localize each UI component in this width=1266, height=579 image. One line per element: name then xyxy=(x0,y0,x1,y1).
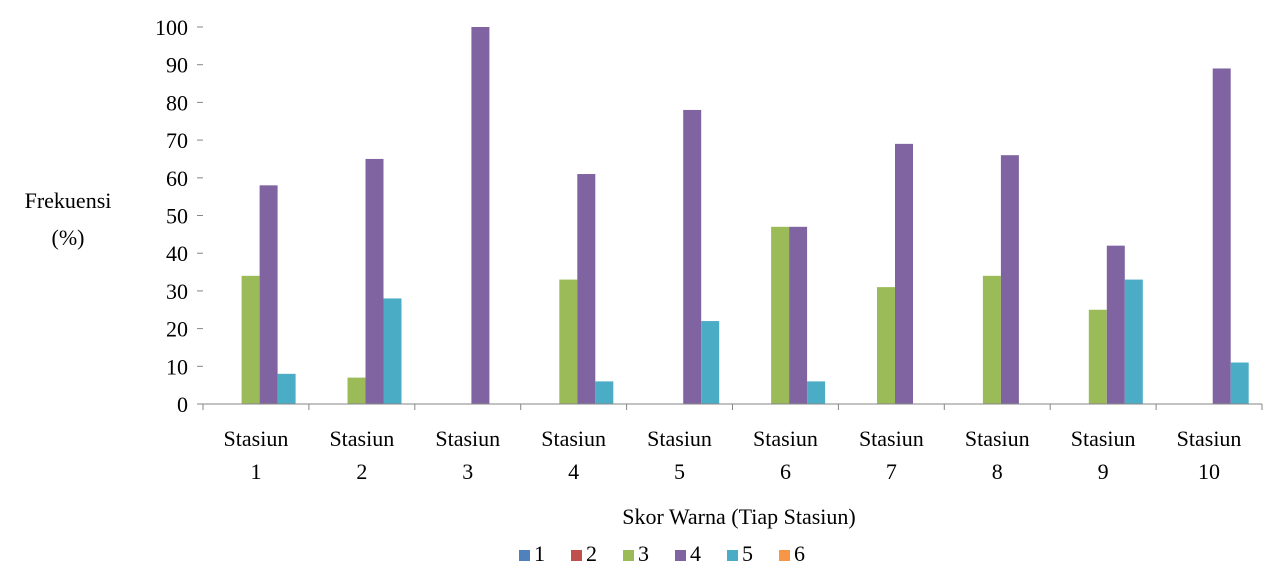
bar-series-5-stasiun-10 xyxy=(1230,362,1249,404)
category-label: 5 xyxy=(674,459,685,484)
category-label: Stasiun xyxy=(224,426,289,451)
category-label: 8 xyxy=(992,459,1003,484)
category-label: 4 xyxy=(568,459,579,484)
legend-label: 2 xyxy=(586,541,597,566)
category-label: Stasiun xyxy=(329,426,394,451)
y-axis-title: Frekuensi (%) xyxy=(25,188,112,250)
bar-series-5-stasiun-4 xyxy=(595,381,614,404)
x-axis-ticks xyxy=(202,404,1263,410)
bar-series-4-stasiun-1 xyxy=(259,185,278,404)
bar-series-4-stasiun-5 xyxy=(683,109,702,404)
legend-label: 6 xyxy=(794,541,805,566)
bar-series-4-stasiun-3 xyxy=(471,27,490,404)
legend-label: 3 xyxy=(638,541,649,566)
bar-series-3-stasiun-6 xyxy=(771,226,790,404)
x-axis-title: Skor Warna (Tiap Stasiun) xyxy=(622,504,856,529)
y-axis-ticks: 0 10 20 30 40 50 60 70 80 90 100 xyxy=(155,15,203,417)
category-label: Stasiun xyxy=(435,426,500,451)
bar-series-4-stasiun-6 xyxy=(789,226,808,404)
y-tick-label: 60 xyxy=(166,166,188,191)
bar-series-5-stasiun-1 xyxy=(277,373,296,404)
y-tick-label: 50 xyxy=(166,204,188,229)
category-label: 1 xyxy=(250,459,261,484)
bar-series-5-stasiun-5 xyxy=(701,321,720,404)
bar-series-4-stasiun-2 xyxy=(365,158,384,404)
y-tick-label: 30 xyxy=(166,279,188,304)
category-label: Stasiun xyxy=(1177,426,1242,451)
category-label: Stasiun xyxy=(647,426,712,451)
bars xyxy=(241,27,1249,404)
category-labels: Stasiun 1 Stasiun 2 Stasiun 3 Stasiun 4 Stasiun 5… xyxy=(224,426,1242,484)
y-axis-title-line-1: Frekuensi xyxy=(25,188,112,213)
legend-swatch xyxy=(675,550,686,561)
legend-swatch xyxy=(727,550,738,561)
bar-series-3-stasiun-9 xyxy=(1088,309,1107,404)
legend-swatch xyxy=(623,550,634,561)
legend-swatch xyxy=(519,550,530,561)
bar-series-4-stasiun-8 xyxy=(1000,155,1019,404)
category-label: 6 xyxy=(780,459,791,484)
y-axis-title-line-2: (%) xyxy=(52,225,85,250)
y-tick-label: 90 xyxy=(166,53,188,78)
bar-series-3-stasiun-1 xyxy=(241,275,260,404)
legend: 1 2 3 4 5 6 xyxy=(519,541,805,566)
category-label: 10 xyxy=(1198,459,1220,484)
category-label: Stasiun xyxy=(753,426,818,451)
legend-label: 5 xyxy=(742,541,753,566)
legend-label: 1 xyxy=(534,541,545,566)
legend-label: 4 xyxy=(690,541,701,566)
bar-series-4-stasiun-4 xyxy=(577,174,596,404)
category-label: Stasiun xyxy=(965,426,1030,451)
y-tick-label: 70 xyxy=(166,128,188,153)
category-label: 2 xyxy=(356,459,367,484)
category-label: Stasiun xyxy=(1071,426,1136,451)
bar-series-5-stasiun-6 xyxy=(807,381,826,404)
category-label: 9 xyxy=(1098,459,1109,484)
y-tick-label: 40 xyxy=(166,241,188,266)
bar-series-4-stasiun-10 xyxy=(1212,68,1231,404)
category-label: 7 xyxy=(886,459,897,484)
bar-series-5-stasiun-2 xyxy=(383,298,402,404)
y-tick-label: 20 xyxy=(166,317,188,342)
bar-series-5-stasiun-9 xyxy=(1124,279,1143,404)
bar-series-3-stasiun-4 xyxy=(559,279,578,404)
category-label: Stasiun xyxy=(859,426,924,451)
bar-series-4-stasiun-7 xyxy=(895,143,913,404)
category-label: Stasiun xyxy=(541,426,606,451)
bar-series-3-stasiun-7 xyxy=(877,287,895,404)
bar-series-3-stasiun-2 xyxy=(347,377,366,404)
y-tick-label: 10 xyxy=(166,354,188,379)
y-tick-label: 80 xyxy=(166,90,188,115)
y-tick-label: 0 xyxy=(177,392,188,417)
category-label: 3 xyxy=(462,459,473,484)
bar-series-4-stasiun-9 xyxy=(1106,245,1125,404)
legend-swatch xyxy=(779,550,790,561)
legend-swatch xyxy=(571,550,582,561)
y-tick-label: 100 xyxy=(155,15,188,40)
bar-series-3-stasiun-8 xyxy=(982,275,1001,404)
